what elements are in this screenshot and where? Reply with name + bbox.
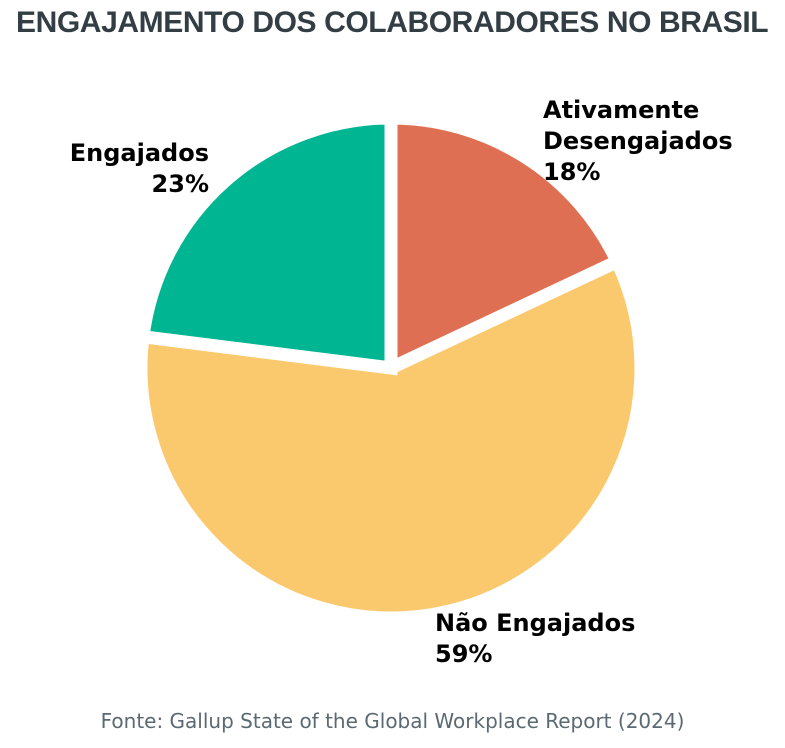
slice-label-percent: 18% (543, 158, 601, 186)
slice-label-line: Engajados (69, 139, 209, 167)
slice-label-percent: 59% (435, 640, 493, 668)
chart-title: ENGAJAMENTO DOS COLABORADORES NO BRASIL (16, 6, 769, 39)
slice-label-line: Não Engajados (435, 609, 636, 637)
pie-slice-engajados (135, 111, 398, 376)
slice-label-line: Ativamente (543, 96, 700, 124)
slice-label-ativamente-desengajados: Ativamente Desengajados 18% (543, 95, 733, 188)
slice-label-nao-engajados: Não Engajados 59% (435, 608, 635, 670)
slice-label-engajados: Engajados 23% (70, 138, 209, 200)
pie-slice-nao-engajados (134, 252, 648, 625)
slice-label-line: Desengajados (543, 127, 733, 155)
slice-label-percent: 23% (151, 170, 209, 198)
pie-slice-ativamente-desengajados (384, 111, 626, 379)
source-caption: Fonte: Gallup State of the Global Workpl… (100, 709, 685, 733)
